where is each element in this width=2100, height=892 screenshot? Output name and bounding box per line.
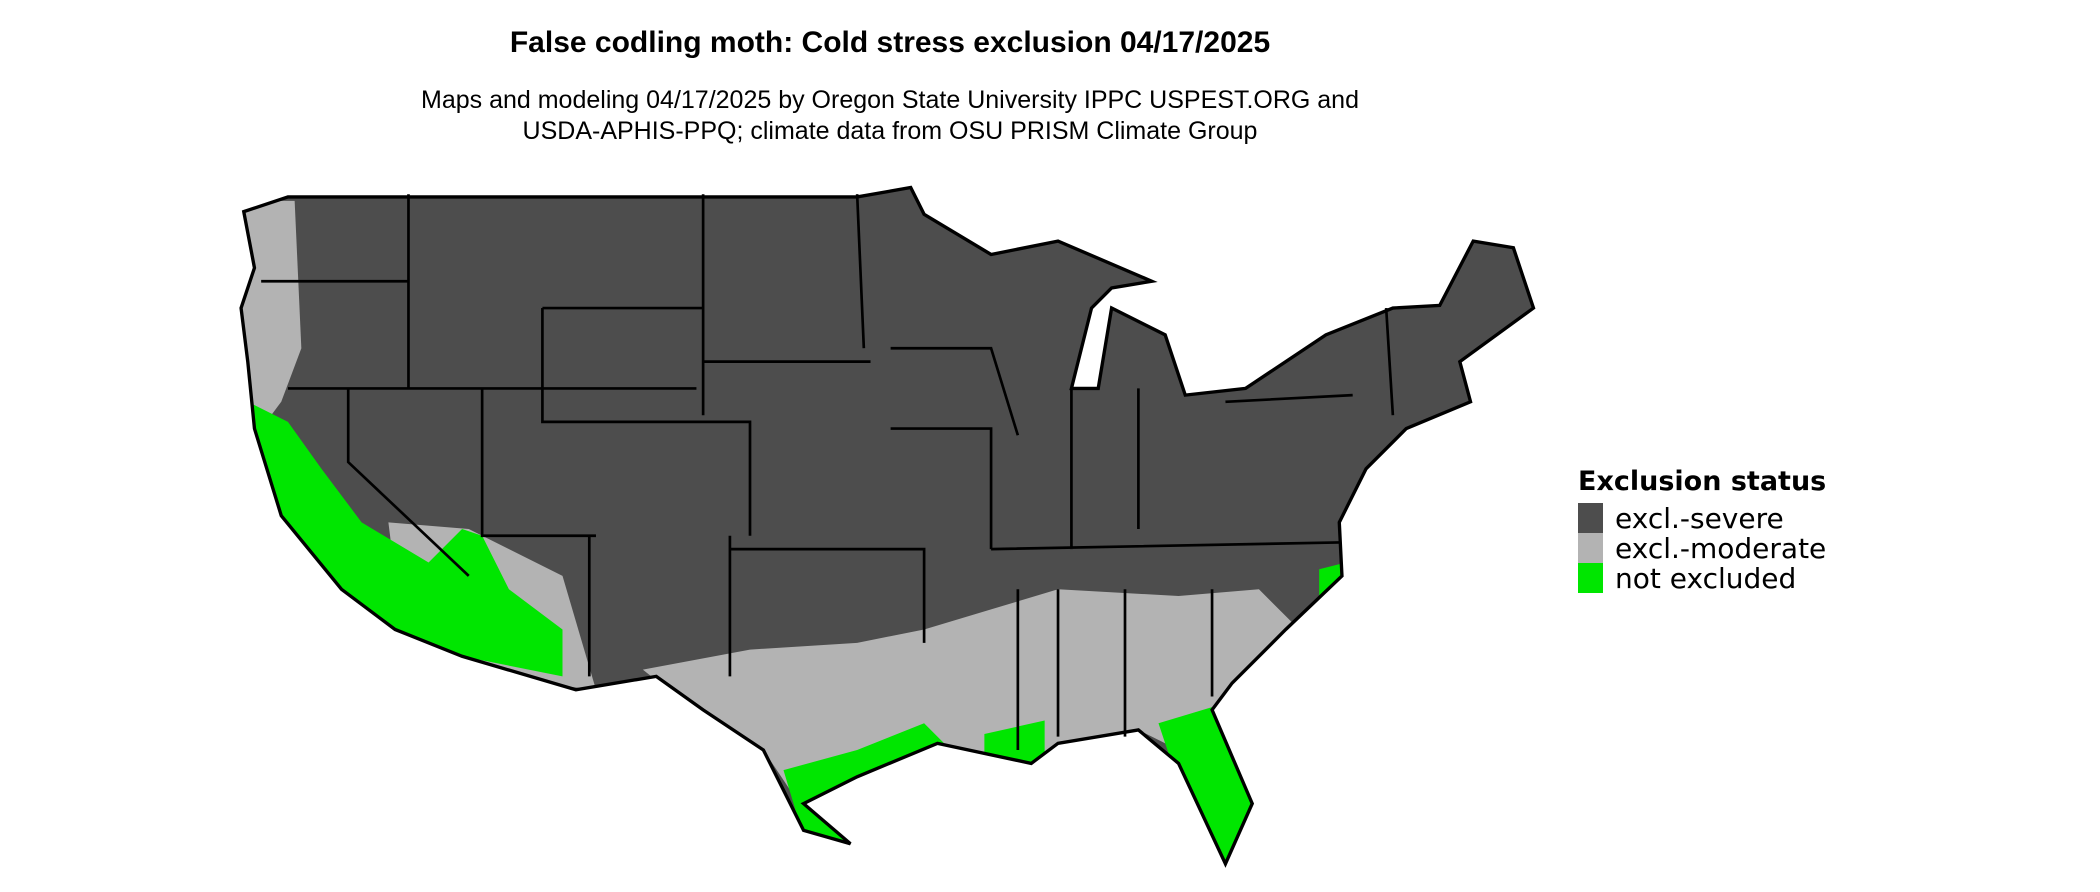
not-excluded-california-arizona [247,401,563,677]
legend-item-not-excluded: not excluded [1578,561,1826,595]
legend-label: excl.-moderate [1615,531,1827,565]
legend-title: Exclusion status [1578,466,1827,497]
legend-label: excl.-severe [1615,501,1784,535]
legend: Exclusion status excl.-severe excl.-mode… [1578,466,1827,595]
legend-item-moderate: excl.-moderate [1578,531,1827,565]
legend-swatch-severe [1578,503,1603,533]
legend-item-severe: excl.-severe [1578,501,1826,535]
not-excluded-florida [1158,707,1259,864]
legend-label: not excluded [1615,561,1797,595]
state-borders [239,185,1536,866]
not-excluded-texas-coast [783,723,945,847]
legend-swatch-moderate [1578,533,1603,563]
moderate-exclusion-gulf-belt [642,589,1293,811]
map-subtitle-line-1: Maps and modeling 04/17/2025 by Oregon S… [421,86,1359,114]
map-subtitle-line-2: USDA-APHIS-PPQ; climate data from OSU PR… [522,117,1258,145]
legend-swatch-not-excluded [1578,563,1603,593]
map-title: False codling moth: Cold stress exclusio… [509,26,1271,59]
